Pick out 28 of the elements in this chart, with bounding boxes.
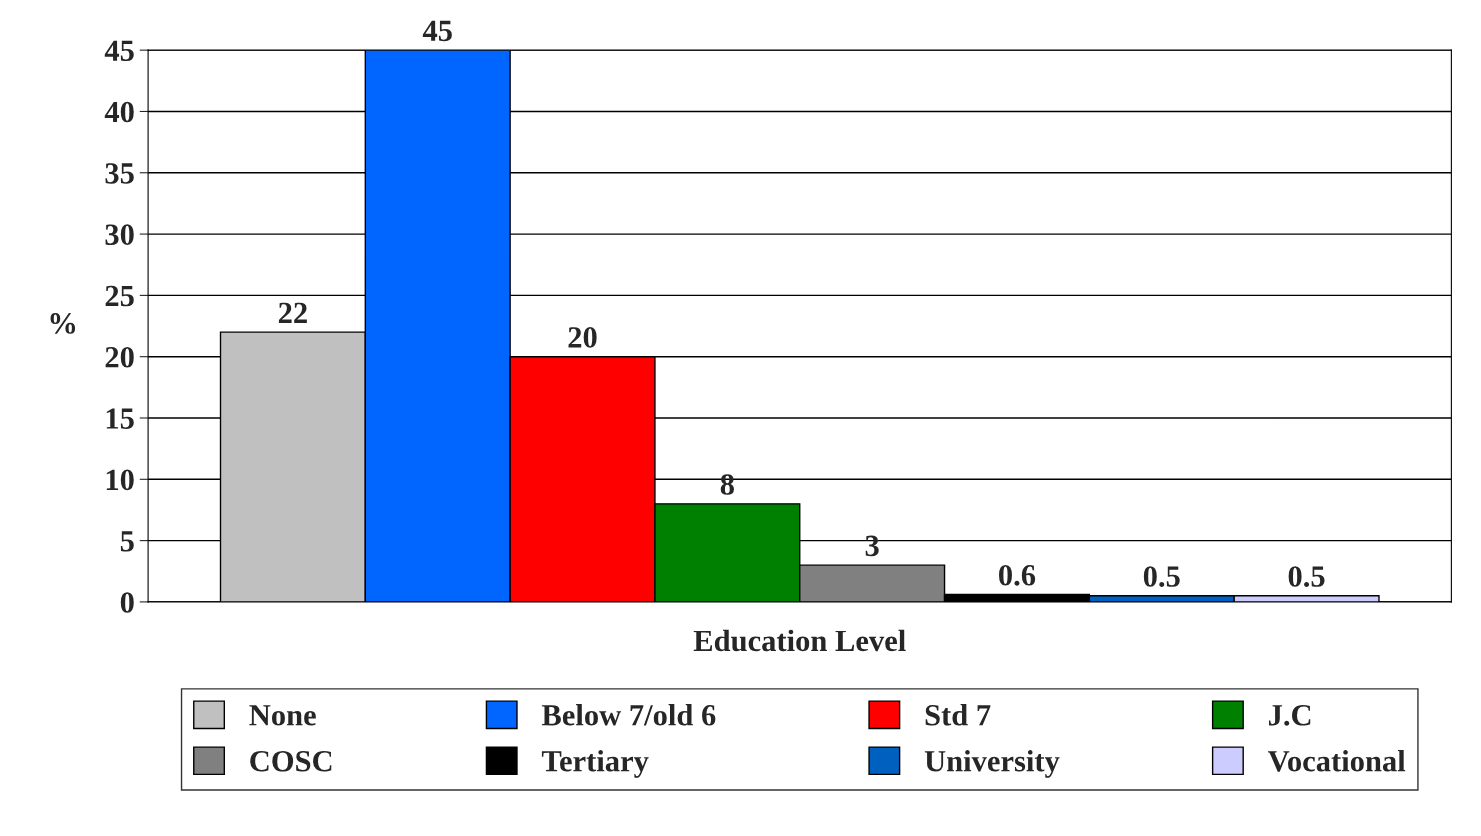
y-tick-label: 20: [105, 346, 134, 368]
legend-label: Std 7: [925, 704, 991, 726]
legend-label: Vocational: [1267, 750, 1406, 772]
legend-label: University: [924, 750, 1060, 778]
y-tick-label: 10: [106, 469, 134, 491]
y-tick-label: 5: [120, 531, 134, 552]
data-label: 0.5: [1288, 566, 1325, 587]
y-tick-label: 35: [105, 163, 134, 184]
y-tick-label: 15: [106, 408, 134, 429]
data-label: 0.5: [1143, 566, 1180, 587]
data-label: 0.6: [999, 564, 1036, 586]
x-axis-title: Education Level: [693, 629, 906, 652]
y-tick-label: 45: [104, 40, 134, 62]
legend-label: Tertiary: [541, 750, 649, 778]
legend-label: J.C: [1268, 705, 1311, 726]
legend-label: COSC: [250, 750, 332, 772]
y-tick-label: 0: [120, 592, 134, 613]
data-label: 8: [720, 474, 734, 495]
y-tick-label: 30: [105, 224, 134, 245]
y-axis-title: %: [50, 313, 76, 334]
legend-label: None: [249, 705, 316, 726]
data-label: 22: [278, 302, 307, 323]
data-label: 45: [422, 20, 452, 42]
data-label: 20: [568, 327, 597, 348]
y-tick-label: 25: [105, 285, 134, 307]
y-tick-label: 40: [104, 101, 134, 123]
legend-label: Below 7/old 6: [541, 704, 716, 726]
data-label: 3: [865, 535, 879, 557]
